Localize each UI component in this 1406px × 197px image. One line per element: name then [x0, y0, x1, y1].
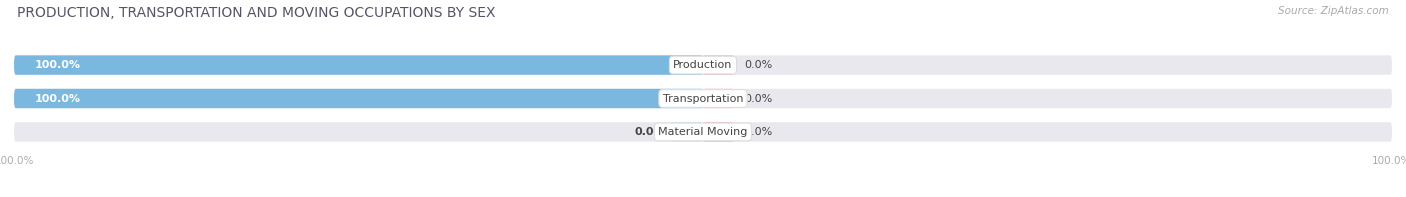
Text: 0.0%: 0.0% [744, 127, 772, 137]
FancyBboxPatch shape [14, 55, 1392, 75]
Text: PRODUCTION, TRANSPORTATION AND MOVING OCCUPATIONS BY SEX: PRODUCTION, TRANSPORTATION AND MOVING OC… [17, 6, 495, 20]
Text: 100.0%: 100.0% [35, 60, 80, 70]
FancyBboxPatch shape [703, 122, 734, 142]
FancyBboxPatch shape [14, 122, 1392, 142]
FancyBboxPatch shape [14, 89, 703, 108]
FancyBboxPatch shape [703, 89, 734, 108]
Text: Material Moving: Material Moving [658, 127, 748, 137]
Text: 0.0%: 0.0% [744, 94, 772, 103]
Text: Transportation: Transportation [662, 94, 744, 103]
Text: 0.0%: 0.0% [634, 127, 665, 137]
FancyBboxPatch shape [14, 89, 1392, 108]
FancyBboxPatch shape [14, 55, 703, 75]
FancyBboxPatch shape [672, 122, 703, 142]
FancyBboxPatch shape [703, 55, 734, 75]
Text: Production: Production [673, 60, 733, 70]
Text: 0.0%: 0.0% [744, 60, 772, 70]
Text: 100.0%: 100.0% [35, 94, 80, 103]
Text: Source: ZipAtlas.com: Source: ZipAtlas.com [1278, 6, 1389, 16]
